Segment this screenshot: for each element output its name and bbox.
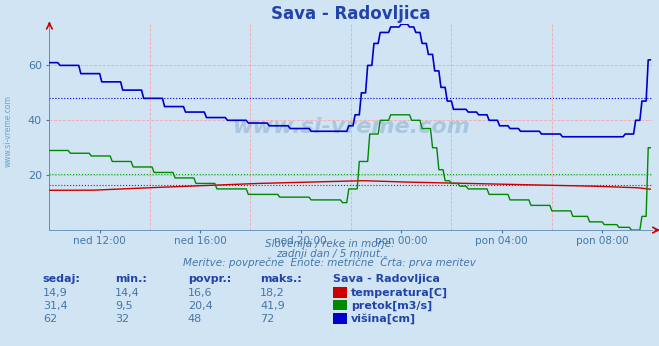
Text: zadnji dan / 5 minut.: zadnji dan / 5 minut.	[276, 249, 383, 259]
Text: 48: 48	[188, 314, 202, 324]
Text: Sava - Radovljica: Sava - Radovljica	[333, 274, 440, 284]
Text: maks.:: maks.:	[260, 274, 302, 284]
Text: 72: 72	[260, 314, 275, 324]
Text: 41,9: 41,9	[260, 301, 285, 311]
Text: pretok[m3/s]: pretok[m3/s]	[351, 301, 432, 311]
Text: 32: 32	[115, 314, 129, 324]
Text: 20,4: 20,4	[188, 301, 213, 311]
Text: 31,4: 31,4	[43, 301, 67, 311]
Text: 18,2: 18,2	[260, 288, 285, 298]
Text: 14,9: 14,9	[43, 288, 68, 298]
Text: višina[cm]: višina[cm]	[351, 313, 416, 324]
Text: Meritve: povprečne  Enote: metrične  Črta: prva meritev: Meritve: povprečne Enote: metrične Črta:…	[183, 256, 476, 268]
Text: www.si-vreme.com: www.si-vreme.com	[232, 117, 470, 137]
Text: Slovenija / reke in morje.: Slovenija / reke in morje.	[265, 239, 394, 249]
Text: povpr.:: povpr.:	[188, 274, 231, 284]
Title: Sava - Radovljica: Sava - Radovljica	[271, 4, 431, 23]
Text: 16,6: 16,6	[188, 288, 212, 298]
Text: sedaj:: sedaj:	[43, 274, 80, 284]
Text: 62: 62	[43, 314, 57, 324]
Text: temperatura[C]: temperatura[C]	[351, 288, 448, 298]
Text: 9,5: 9,5	[115, 301, 133, 311]
Text: min.:: min.:	[115, 274, 147, 284]
Text: 14,4: 14,4	[115, 288, 140, 298]
Text: www.si-vreme.com: www.si-vreme.com	[4, 95, 13, 167]
